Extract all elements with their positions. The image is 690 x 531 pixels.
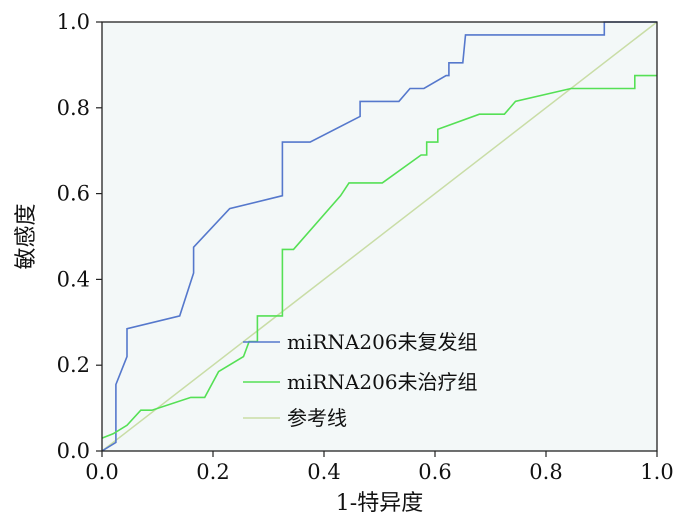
y-tick-label: 0.4 xyxy=(57,267,90,291)
y-axis-title: 敏感度 xyxy=(14,203,39,269)
series-line-recurrence xyxy=(101,21,657,452)
y-axis-ticks: 0.0 0.2 0.4 0.6 0.8 1.0 xyxy=(57,10,102,463)
y-tick-label: 0.8 xyxy=(57,96,90,120)
legend-label-untreated: miRNA206未治疗组 xyxy=(287,370,478,394)
series-line-untreated xyxy=(101,74,657,439)
x-tick-label: 0.4 xyxy=(307,460,340,484)
y-tick-label: 0.6 xyxy=(57,182,90,206)
x-axis-ticks: 0.0 0.2 0.4 0.6 0.8 1.0 xyxy=(85,451,674,484)
plot-frame xyxy=(101,21,658,452)
x-tick-label: 0.6 xyxy=(418,460,451,484)
x-axis-title: 1-特异度 xyxy=(336,491,423,516)
legend: miRNA206未复发组 miRNA206未治疗组 参考线 xyxy=(243,330,478,430)
y-tick-label: 0.0 xyxy=(57,439,90,463)
y-tick-label: 0.2 xyxy=(57,353,90,377)
legend-label-reference: 参考线 xyxy=(287,406,347,430)
reference-line xyxy=(101,21,658,452)
x-tick-label: 0.8 xyxy=(529,460,562,484)
reference-line-layer xyxy=(101,21,658,452)
x-tick-label: 0.0 xyxy=(85,460,118,484)
series-layer xyxy=(101,21,657,452)
legend-label-recurrence: miRNA206未复发组 xyxy=(287,330,478,354)
x-tick-label: 0.2 xyxy=(196,460,229,484)
x-tick-label: 1.0 xyxy=(640,460,673,484)
y-tick-label: 1.0 xyxy=(57,10,90,34)
